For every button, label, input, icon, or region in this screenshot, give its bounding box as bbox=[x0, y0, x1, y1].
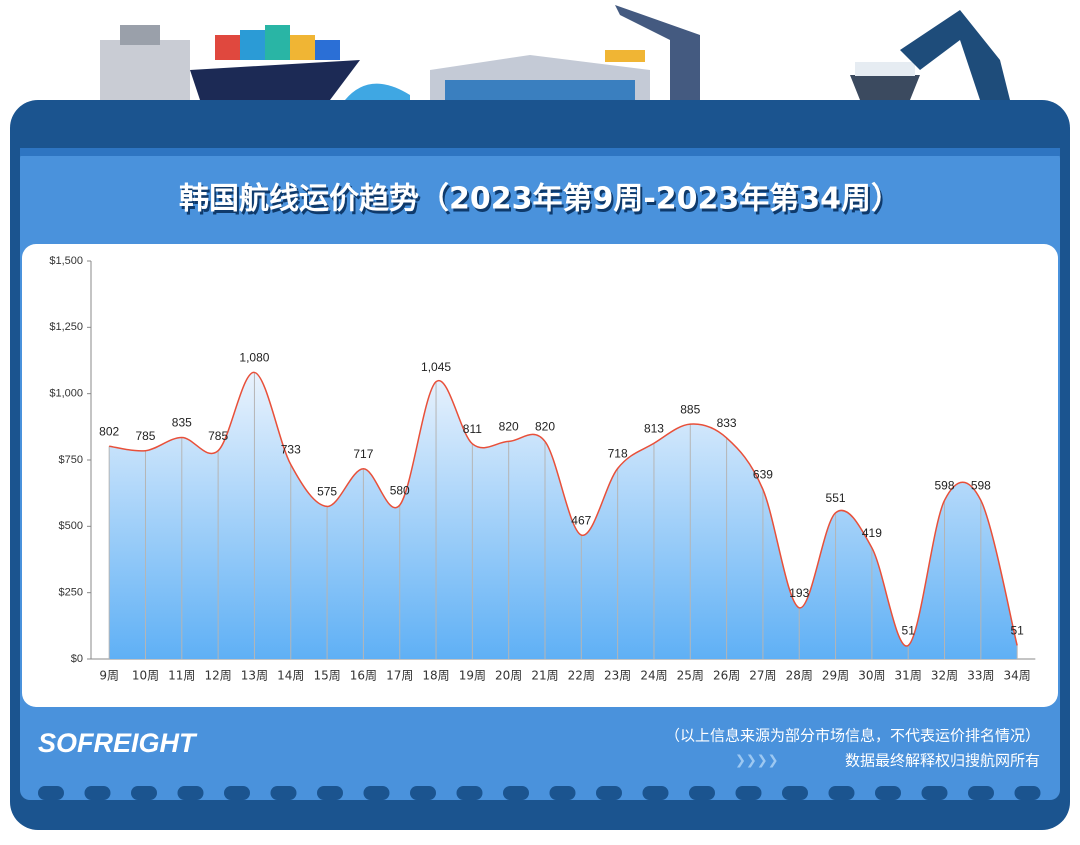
data-label: 1,080 bbox=[239, 351, 269, 365]
data-label: 802 bbox=[99, 424, 119, 438]
x-tick-label: 20周 bbox=[495, 669, 522, 683]
title-shadow: 韩国航线运价趋势（2023年第9周-2023年第34周） bbox=[181, 185, 903, 220]
x-tick-label: 21周 bbox=[531, 669, 558, 683]
x-tick-label: 22周 bbox=[568, 669, 595, 683]
x-tick-label: 24周 bbox=[640, 669, 667, 683]
data-label: 51 bbox=[1010, 624, 1024, 638]
data-label: 785 bbox=[135, 429, 155, 443]
scallop bbox=[363, 786, 390, 800]
x-tick-label: 29周 bbox=[822, 669, 849, 683]
x-tick-label: 33周 bbox=[967, 669, 994, 683]
data-label: 1,045 bbox=[421, 360, 451, 374]
scallop bbox=[456, 786, 483, 800]
scallop bbox=[177, 786, 204, 800]
scallop bbox=[689, 786, 715, 800]
data-label: 813 bbox=[644, 421, 664, 435]
x-tick-label: 25周 bbox=[677, 669, 704, 683]
scallop bbox=[735, 786, 762, 800]
x-tick-label: 11周 bbox=[168, 669, 195, 683]
line bbox=[109, 371, 1018, 647]
scallop bbox=[828, 786, 855, 800]
note: （以上信息来源为部分市场信息，不代表运价排名情况） bbox=[665, 727, 1040, 745]
scallop bbox=[270, 786, 297, 800]
data-label: 551 bbox=[826, 491, 846, 505]
scallop bbox=[410, 786, 436, 800]
data-label: 820 bbox=[535, 420, 555, 434]
brand-logo: SOFREIGHT bbox=[38, 728, 198, 758]
data-label: 639 bbox=[753, 468, 773, 482]
chart-title: 韩国航线运价趋势（2023年第9周-2023年第34周） bbox=[179, 182, 901, 217]
y-tick-label: $250 bbox=[59, 587, 83, 599]
scallop bbox=[503, 786, 529, 800]
y-tick-label: $500 bbox=[59, 520, 83, 532]
x-tick-label: 23周 bbox=[604, 669, 631, 683]
x-tick-label: 18周 bbox=[422, 669, 449, 683]
x-tick-label: 19周 bbox=[459, 669, 486, 683]
scallop bbox=[782, 786, 808, 800]
x-tick-label: 15周 bbox=[313, 669, 340, 683]
x-tick-label: 28周 bbox=[786, 669, 813, 683]
x-tick-label: 26周 bbox=[713, 669, 740, 683]
decoration bbox=[38, 786, 1041, 800]
plot: $0 $250 $500 $750 $1,000 $1,250 $1,500 802 9周 785… bbox=[49, 255, 1036, 683]
x-tick-label: 34周 bbox=[1004, 669, 1031, 683]
data-label: 598 bbox=[971, 479, 991, 493]
data-label: 820 bbox=[499, 420, 519, 434]
scallop bbox=[596, 786, 622, 800]
x-tick-label: 9周 bbox=[99, 669, 119, 683]
area bbox=[109, 372, 1018, 659]
scallop bbox=[84, 786, 111, 800]
scallop bbox=[131, 786, 157, 800]
x-tick-label: 31周 bbox=[895, 669, 922, 683]
data-label: 718 bbox=[608, 447, 628, 461]
data-label: 575 bbox=[317, 485, 337, 499]
x-tick-label: 32周 bbox=[931, 669, 958, 683]
x-tick-label: 13周 bbox=[241, 669, 268, 683]
data-label: 193 bbox=[789, 586, 809, 600]
panel-top bbox=[20, 148, 1060, 156]
data-label: 467 bbox=[571, 513, 591, 527]
data-label: 419 bbox=[862, 526, 882, 540]
data-label: 580 bbox=[390, 483, 410, 497]
data-label: 598 bbox=[935, 479, 955, 493]
y-tick-label: $0 bbox=[71, 653, 83, 665]
scallop bbox=[875, 786, 901, 800]
source: 数据最终解释权归搜航网所有 bbox=[845, 752, 1040, 770]
scallop bbox=[642, 786, 669, 800]
y-tick-label: $1,000 bbox=[49, 388, 83, 400]
data-label: 833 bbox=[717, 416, 737, 430]
scallop bbox=[921, 786, 948, 800]
x-tick-label: 17周 bbox=[386, 669, 413, 683]
scallop bbox=[549, 786, 576, 800]
y-tick-label: $1,500 bbox=[49, 255, 83, 267]
arrows: ❯❯❯❯ bbox=[735, 754, 779, 769]
data-label: 733 bbox=[281, 443, 301, 457]
data-label: 835 bbox=[172, 416, 192, 430]
data-label: 717 bbox=[353, 447, 373, 461]
data-label: 51 bbox=[902, 624, 916, 638]
x-tick-label: 16周 bbox=[350, 669, 377, 683]
decoration bbox=[100, 5, 1010, 100]
data-label: 785 bbox=[208, 429, 228, 443]
y-tick-label: $1,250 bbox=[49, 321, 83, 333]
data-label: 885 bbox=[680, 402, 700, 416]
data-label: 811 bbox=[463, 422, 482, 436]
x-tick-label: 10周 bbox=[132, 669, 159, 683]
scallop bbox=[224, 786, 250, 800]
x-tick-label: 30周 bbox=[858, 669, 885, 683]
scallop bbox=[317, 786, 343, 800]
scallop bbox=[38, 786, 64, 800]
x-tick-label: 14周 bbox=[277, 669, 304, 683]
scallop bbox=[1014, 786, 1041, 800]
scallop bbox=[968, 786, 994, 800]
y-tick-label: $750 bbox=[59, 454, 83, 466]
x-tick-label: 27周 bbox=[749, 669, 776, 683]
x-tick-label: 12周 bbox=[204, 669, 231, 683]
